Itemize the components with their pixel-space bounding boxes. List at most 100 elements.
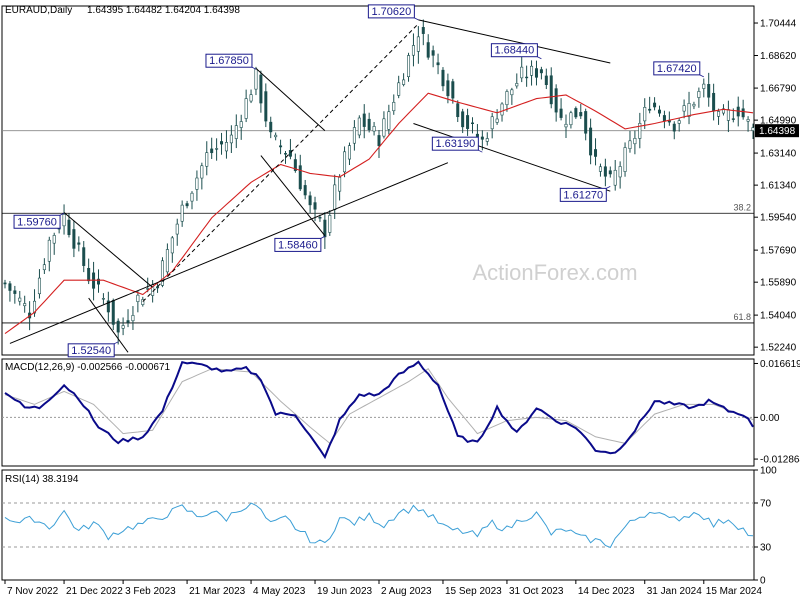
price-annotation-leader bbox=[114, 341, 119, 345]
candle-body bbox=[229, 134, 233, 144]
candle-body bbox=[72, 229, 76, 249]
price-annotation-label: 1.61270 bbox=[563, 189, 603, 201]
candle-body bbox=[303, 185, 307, 196]
candle-body bbox=[628, 140, 632, 149]
price-annotation-box bbox=[13, 214, 61, 229]
candle-body bbox=[564, 123, 568, 128]
candle-body bbox=[37, 277, 41, 295]
candle-body bbox=[82, 247, 86, 266]
price-y-tick-label: 1.64990 bbox=[760, 116, 797, 127]
rsi-y-tick-label: 70 bbox=[760, 499, 772, 510]
candle-body bbox=[215, 148, 219, 150]
price-annotation-box bbox=[653, 61, 701, 76]
candle-body bbox=[589, 127, 593, 156]
candle-body bbox=[67, 219, 71, 236]
candle-body bbox=[618, 166, 622, 178]
candle-body bbox=[643, 107, 647, 122]
candle-body bbox=[146, 288, 150, 290]
candle-body bbox=[608, 170, 612, 175]
candle-body bbox=[210, 148, 214, 154]
candle-body bbox=[539, 69, 543, 74]
rsi-y-tick-label: 30 bbox=[760, 543, 772, 554]
candle-body bbox=[441, 69, 445, 87]
x-axis: 7 Nov 2022 21 Dec 2022 3 Feb 2023 21 Mar 20… bbox=[4, 580, 762, 597]
price-annotation: 1.68440 bbox=[490, 43, 542, 60]
candle-body bbox=[101, 298, 105, 300]
price-annotation-label: 1.67420 bbox=[657, 63, 697, 75]
candle-body bbox=[559, 108, 563, 118]
trend-line bbox=[260, 155, 326, 237]
candle-body bbox=[77, 242, 81, 245]
candle-body bbox=[308, 195, 312, 206]
price-annotation: 1.63190 bbox=[431, 136, 483, 153]
candle-body bbox=[160, 260, 164, 286]
macd-y-tick-label: 0.016619 bbox=[760, 359, 800, 370]
candle-body bbox=[323, 219, 327, 238]
candle-body bbox=[313, 202, 317, 210]
x-tick-label: 3 Feb 2023 bbox=[125, 586, 176, 597]
candle-body bbox=[495, 118, 499, 123]
trend-line bbox=[413, 123, 611, 192]
price-annotation-label: 1.68440 bbox=[495, 45, 535, 57]
candle-body bbox=[402, 79, 406, 85]
candle-body bbox=[584, 111, 588, 134]
candle-body bbox=[367, 118, 371, 131]
price-annotation-box bbox=[67, 343, 115, 358]
x-tick-label: 15 Sep 2023 bbox=[445, 586, 502, 597]
candle-body bbox=[131, 315, 135, 322]
candle-body bbox=[662, 115, 666, 122]
macd-y-tick-label: -0.012864 bbox=[760, 455, 800, 466]
x-tick-label: 19 Jun 2023 bbox=[317, 586, 372, 597]
candle-body bbox=[515, 83, 519, 87]
candle-body bbox=[525, 76, 529, 79]
candle-body bbox=[633, 137, 637, 145]
price-y-tick-label: 1.52240 bbox=[760, 343, 797, 354]
price-y-tick-label: 1.68620 bbox=[760, 51, 797, 62]
price-annotation: 1.59760 bbox=[13, 212, 65, 229]
candle-body bbox=[672, 123, 676, 132]
current-price-tag-label: 1.64398 bbox=[759, 126, 796, 137]
candle-body bbox=[259, 74, 263, 104]
candle-body bbox=[244, 98, 248, 119]
candle-body bbox=[254, 68, 258, 90]
candle-body bbox=[702, 83, 706, 89]
price-annotation-box bbox=[559, 187, 607, 202]
candle-body bbox=[3, 282, 7, 285]
candle-body bbox=[579, 112, 583, 117]
candle-body bbox=[136, 294, 140, 302]
candle-body bbox=[731, 118, 735, 120]
candle-body bbox=[726, 109, 730, 121]
candle-body bbox=[416, 36, 420, 52]
price-annotation: 1.67850 bbox=[205, 53, 257, 70]
price-annotation-box bbox=[367, 4, 415, 19]
fib-level-label: 38.2 bbox=[733, 202, 751, 212]
x-tick-label: 2 Aug 2023 bbox=[381, 586, 432, 597]
candle-body bbox=[603, 166, 607, 177]
candle-body bbox=[224, 142, 228, 152]
candle-body bbox=[475, 133, 479, 137]
rsi-panel: 100 70 30 0 bbox=[2, 466, 777, 587]
candle-body bbox=[421, 27, 425, 34]
candle-body bbox=[461, 111, 465, 128]
candle-body bbox=[170, 237, 174, 254]
candle-body bbox=[717, 111, 721, 117]
candle-body bbox=[8, 283, 12, 291]
candle-body bbox=[220, 141, 224, 145]
price-panel-frame bbox=[1, 5, 755, 356]
price-y-tick-label: 1.55890 bbox=[760, 278, 797, 289]
candle-body bbox=[269, 121, 273, 133]
candle-body bbox=[318, 217, 322, 219]
candle-body bbox=[657, 109, 661, 114]
candle-body bbox=[431, 50, 435, 56]
price-annotation: 1.70620 bbox=[367, 4, 419, 21]
price-y-tick-label: 1.59540 bbox=[760, 213, 797, 224]
current-price-tag-box bbox=[755, 124, 799, 138]
candle-body bbox=[279, 145, 283, 148]
candle-body bbox=[52, 235, 56, 244]
candle-body bbox=[574, 108, 578, 118]
price-annotation-leader bbox=[59, 212, 65, 216]
candle-body bbox=[328, 215, 332, 233]
rsi-y-tick-label: 0 bbox=[760, 576, 766, 587]
candle-body bbox=[106, 300, 110, 313]
